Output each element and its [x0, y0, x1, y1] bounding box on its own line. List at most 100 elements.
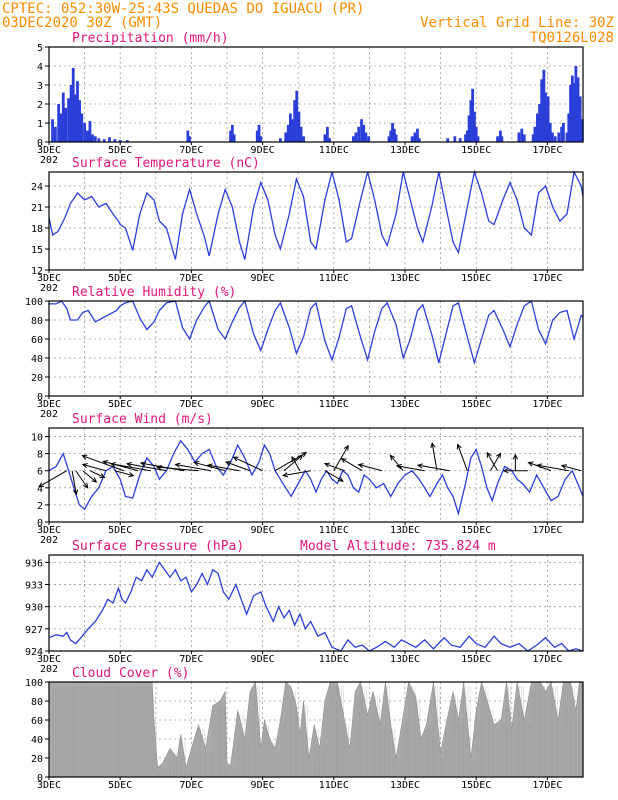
precip-bar — [500, 136, 504, 142]
precip-bar — [364, 132, 368, 142]
wind-arrow-head — [72, 489, 79, 496]
precip-bar — [416, 128, 419, 142]
wind-arrow-head — [496, 452, 502, 459]
precip-bar — [389, 130, 393, 142]
precip-bar — [392, 128, 396, 142]
y-tick-label: 0 — [37, 518, 43, 529]
wind-arrow-shaft — [291, 456, 301, 471]
x-tick-label: 13DEC — [390, 399, 420, 410]
wind-arrow-head — [174, 462, 181, 468]
x-tick-label: 5DEC — [108, 145, 132, 156]
x-tick-label: 15DEC — [461, 145, 491, 156]
wind-arrow — [81, 463, 107, 472]
precip-bar — [91, 134, 94, 142]
wind-arrow-head — [512, 453, 518, 460]
wind-arrow-shaft — [233, 456, 263, 472]
x-year-label: 202 — [40, 535, 58, 546]
wind-arrow — [456, 443, 468, 471]
precip-bar — [465, 130, 469, 142]
wind-panel: Surface Wind (m/s) 0 2 4 6 8 10 3DEC 5DEC 7DEC 9D… — [31, 412, 584, 546]
cloud-cover-title: Cloud Cover (%) — [72, 666, 189, 681]
x-tick-label: 11DEC — [319, 654, 349, 665]
wind-arrow-head — [536, 463, 543, 469]
x-tick-label: 9DEC — [251, 273, 275, 284]
wind-arrow-shaft — [157, 466, 199, 472]
precip-bar — [576, 77, 580, 142]
x-tick-label: 9DEC — [251, 654, 275, 665]
precip-bar — [567, 113, 571, 142]
wind-arrow-head — [193, 461, 200, 467]
wind-arrow-shaft — [389, 455, 404, 472]
precip-bar — [78, 100, 82, 142]
pressure-panel: Surface Pressure (hPa) Model Altitude: 7… — [25, 539, 584, 675]
x-tick-label: 3DEC — [37, 399, 61, 410]
y-tick-label: 60 — [31, 716, 43, 727]
temp-series-line — [48, 169, 584, 260]
wind-arrow-shaft — [282, 470, 311, 477]
precip-bar — [325, 126, 329, 142]
y-tick-label: 1 — [37, 119, 43, 130]
x-tick-label: 5DEC — [108, 525, 132, 536]
wind-arrow-shaft — [396, 465, 425, 472]
precip-bar — [464, 134, 467, 142]
y-tick-label: 3 — [37, 81, 43, 92]
wind-arrow-head — [430, 442, 436, 449]
wind-arrow-head — [109, 461, 117, 468]
x-year-label: 202 — [40, 155, 58, 166]
precip-bar — [69, 85, 73, 142]
precip-bar — [471, 88, 475, 142]
wind-arrow-head — [301, 452, 308, 458]
wind-arrow — [71, 470, 79, 496]
x-tick-label: 17DEC — [532, 525, 562, 536]
wind-arrow — [560, 464, 582, 472]
y-tick-label: 0 — [37, 773, 43, 784]
panel-frame — [48, 171, 584, 271]
precip-bar — [413, 132, 417, 142]
wind-arrow — [102, 459, 139, 472]
rh-series-line — [49, 299, 584, 366]
precip-bar — [544, 92, 548, 142]
wind-arrow-shaft — [127, 463, 167, 472]
wind-arrow-head — [560, 464, 567, 470]
precip-bar — [97, 138, 101, 142]
precip-bar — [453, 136, 457, 142]
x-tick-label: 13DEC — [390, 525, 420, 536]
wind-arrow-head — [155, 464, 162, 471]
precip-bar — [367, 136, 371, 142]
precip-bar — [230, 124, 234, 142]
precip-bar — [284, 132, 288, 142]
precip-bar — [565, 132, 569, 142]
wind-arrow-shaft — [537, 464, 569, 472]
x-tick-label: 3DEC — [37, 654, 61, 665]
wind-arrow-shaft — [82, 464, 107, 472]
x-tick-label: 3DEC — [37, 780, 61, 791]
precip-bar — [71, 67, 75, 142]
wind-arrow-shaft — [341, 458, 363, 472]
precip-bar — [86, 130, 89, 142]
wind-arrow-shaft — [225, 461, 251, 472]
x-tick-label: 11DEC — [319, 145, 349, 156]
precip-bar — [570, 75, 574, 142]
wind-arrow-shaft — [140, 462, 185, 472]
precip-bar — [458, 138, 462, 142]
precipitation-panel: Precipitation (mm/h) 0 1 2 3 4 5 3DEC 5DEC 7DEC 9… — [37, 31, 584, 166]
x-tick-label: 3DEC — [37, 525, 61, 536]
x-tick-label: 13DEC — [390, 273, 420, 284]
x-tick-label: 17DEC — [532, 145, 562, 156]
wind-arrow — [139, 461, 185, 472]
x-tick-label: 9DEC — [251, 525, 275, 536]
precip-bar — [295, 90, 299, 142]
wind-arrow-head — [343, 444, 349, 451]
y-tick-label: 80 — [31, 697, 43, 708]
model-id: TQ0126L028 — [530, 30, 614, 46]
precip-bar — [499, 130, 502, 142]
precip-bar — [362, 124, 366, 142]
wind-arrow — [324, 470, 344, 482]
x-tick-label: 17DEC — [532, 780, 562, 791]
wind-arrow — [486, 451, 498, 471]
precip-bar — [394, 134, 398, 142]
wind-arrow-head — [125, 461, 133, 468]
y-tick-label: 933 — [25, 581, 43, 592]
wind-arrow-shaft — [417, 464, 450, 472]
y-tick-label: 40 — [31, 735, 43, 746]
